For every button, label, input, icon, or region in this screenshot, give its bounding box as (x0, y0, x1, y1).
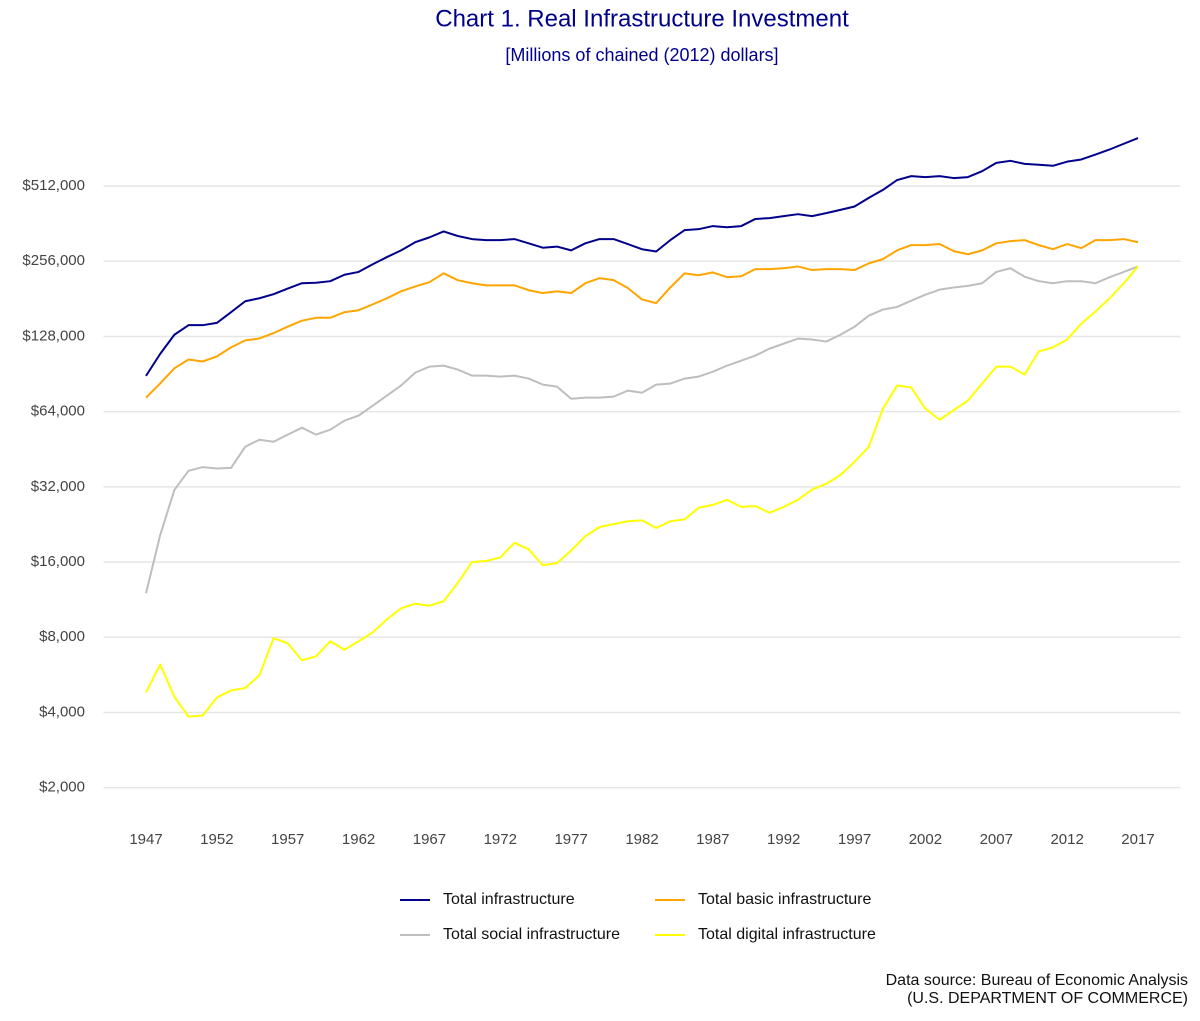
y-tick-label: $16,000 (31, 553, 85, 570)
legend-text: Total infrastructure (443, 891, 575, 908)
legend-text: Total social infrastructure (443, 926, 620, 943)
x-tick-label: 1992 (767, 831, 800, 848)
y-tick-label: $128,000 (22, 327, 85, 344)
x-tick-label: 2017 (1121, 831, 1154, 848)
legend-text: Total basic infrastructure (698, 891, 872, 908)
x-tick-label: 1957 (271, 831, 304, 848)
y-tick-label: $2,000 (39, 779, 85, 796)
y-tick-label: $8,000 (39, 628, 85, 645)
y-tick-label: $512,000 (22, 177, 85, 194)
source-note: (U.S. DEPARTMENT OF COMMERCE) (907, 990, 1188, 1007)
x-tick-label: 1947 (129, 831, 162, 848)
y-tick-label: $4,000 (39, 703, 85, 720)
x-tick-label: 1997 (838, 831, 871, 848)
source-note: Data source: Bureau of Economic Analysis (886, 972, 1188, 989)
x-tick-label: 1952 (200, 831, 233, 848)
x-tick-label: 1987 (696, 831, 729, 848)
x-tick-label: 1982 (625, 831, 658, 848)
x-tick-label: 1977 (554, 831, 587, 848)
x-tick-label: 2012 (1050, 831, 1083, 848)
legend-text: Total digital infrastructure (698, 926, 876, 943)
series-line (145, 265, 1139, 718)
x-tick-label: 1967 (413, 831, 446, 848)
y-tick-label: $64,000 (31, 403, 85, 420)
y-tick-label: $32,000 (31, 478, 85, 495)
chart-subtitle: [Millions of chained (2012) dollars] (505, 45, 778, 65)
y-tick-label: $256,000 (22, 252, 85, 269)
x-tick-label: 2007 (980, 831, 1013, 848)
series-line (145, 238, 1139, 399)
chart-title: Chart 1. Real Infrastructure Investment (435, 5, 849, 32)
x-tick-label: 1972 (484, 831, 517, 848)
x-tick-label: 2002 (909, 831, 942, 848)
series-line (145, 137, 1139, 377)
x-tick-label: 1962 (342, 831, 375, 848)
series-line (145, 265, 1139, 594)
